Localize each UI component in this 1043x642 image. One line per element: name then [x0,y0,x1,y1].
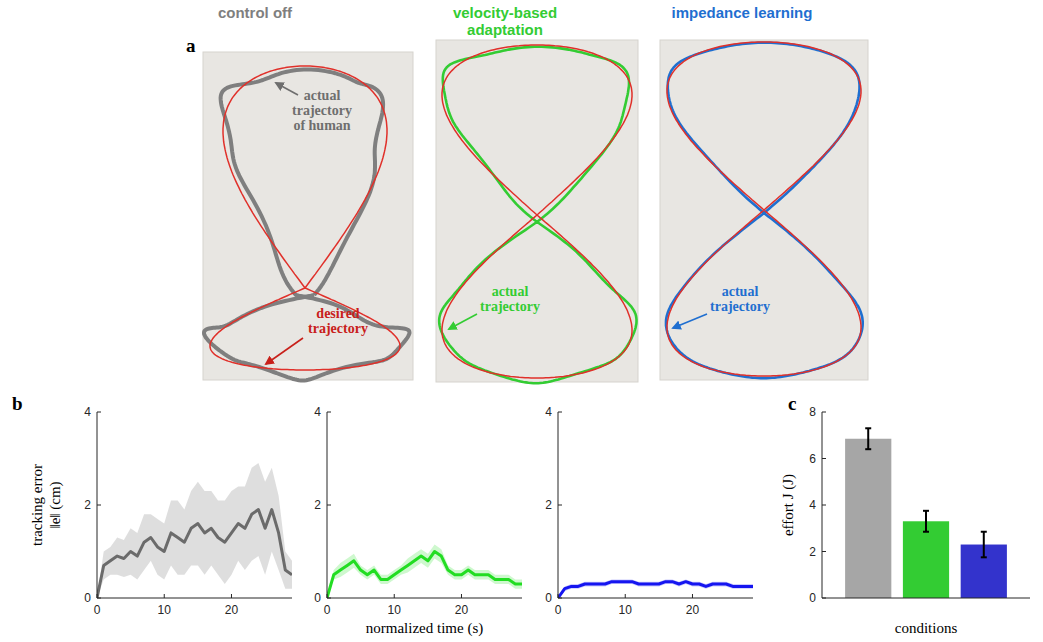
actual-trajectory [204,70,410,381]
bar [845,439,891,598]
y-tick [822,598,826,599]
y-tick-label: 0 [545,591,552,605]
plot-area [558,579,753,598]
actual-trajectory [666,43,863,378]
x-tick [164,594,165,598]
panel-title: control off [218,4,293,21]
series-line [327,552,522,599]
x-axis-title: normalized time (s) [366,620,483,637]
annotation-arrow [276,83,298,95]
photo-background [436,40,638,382]
annotation: of human [293,118,350,133]
trajectory-photo: actualtrajectory [660,40,868,380]
y-tick-label: 8 [809,405,816,419]
y-tick-label: 4 [314,405,321,419]
y-tick [822,412,826,413]
annotation: trajectory [480,299,540,314]
y-tick-label: 6 [809,452,816,466]
error-bar [981,532,987,558]
annotation: desired [316,306,360,321]
x-tick-label: 20 [455,603,469,617]
series-line [97,510,292,598]
x-tick-label: 20 [225,603,239,617]
x-axis [327,598,522,599]
x-tick [625,594,626,598]
x-axis [558,598,753,599]
y-tick [558,505,562,506]
x-tick [692,594,693,598]
y-tick [558,412,562,413]
panel-letter: a [186,35,196,56]
annotation: trajectory [292,103,352,118]
error-band [327,545,522,599]
annotation: actual [492,284,529,299]
error-band [558,579,753,598]
y-tick [327,598,331,599]
y-tick [822,551,826,552]
x-tick-label: 0 [94,603,101,617]
series-line [558,582,753,598]
photo-background [660,40,868,380]
trajectory-photo: actualtrajectory [436,40,638,383]
x-tick [394,594,395,598]
x-tick-label: 10 [158,603,172,617]
plot-area [845,428,1007,598]
annotation: trajectory [308,321,368,336]
x-tick [461,594,462,598]
y-tick-label: 0 [809,591,816,605]
x-tick-label: 0 [324,603,331,617]
x-tick-label: 10 [619,603,633,617]
figure: abcactualtrajectoryof humandesiredtrajec… [0,0,1043,642]
annotation-arrow [266,338,303,364]
annotation: trajectory [710,299,770,314]
y-tick-label: 4 [809,498,816,512]
x-axis [822,598,1030,599]
y-tick-label: 0 [314,591,321,605]
panel-letter: b [12,393,23,414]
panel-title: velocity-basedadaptation [453,4,557,38]
y-tick-label: 2 [314,498,321,512]
y-tick [97,505,101,506]
y-tick [822,458,826,459]
bar [903,521,949,598]
photo-background [203,52,413,380]
trajectory-photo: actualtrajectoryof humandesiredtrajector… [203,52,413,381]
y-tick [97,412,101,413]
x-axis-title: conditions [895,620,958,636]
desired-trajectory [442,45,632,378]
x-tick-label: 10 [388,603,402,617]
x-tick-label: 20 [686,603,700,617]
plot-area [327,545,522,599]
y-tick-label: 4 [84,405,91,419]
annotation: actual [722,284,759,299]
x-tick [231,594,232,598]
y-tick-label: 0 [84,591,91,605]
y-tick-label: 4 [545,405,552,419]
annotation: actual [304,88,341,103]
y-axis-title: tracking error‖e‖ (cm) [29,464,64,546]
desired-trajectory [210,66,400,370]
error-bar [865,428,871,449]
y-tick [327,505,331,506]
y-tick [327,412,331,413]
error-band [97,463,292,598]
x-axis [97,598,292,599]
x-tick-label: 0 [555,603,562,617]
plot-area [97,463,292,598]
y-tick [97,598,101,599]
annotation-arrow [449,314,477,329]
y-tick-label: 2 [545,498,552,512]
y-tick-label: 2 [84,498,91,512]
panel-title: impedance learning [672,4,813,21]
y-tick-label: 2 [809,545,816,559]
desired-trajectory [667,42,861,376]
y-tick [558,598,562,599]
annotation-arrow [673,314,707,328]
panel-letter: c [788,393,796,414]
y-tick [822,505,826,506]
error-bar [923,511,929,532]
y-axis-title: effort J (J) [780,474,797,536]
